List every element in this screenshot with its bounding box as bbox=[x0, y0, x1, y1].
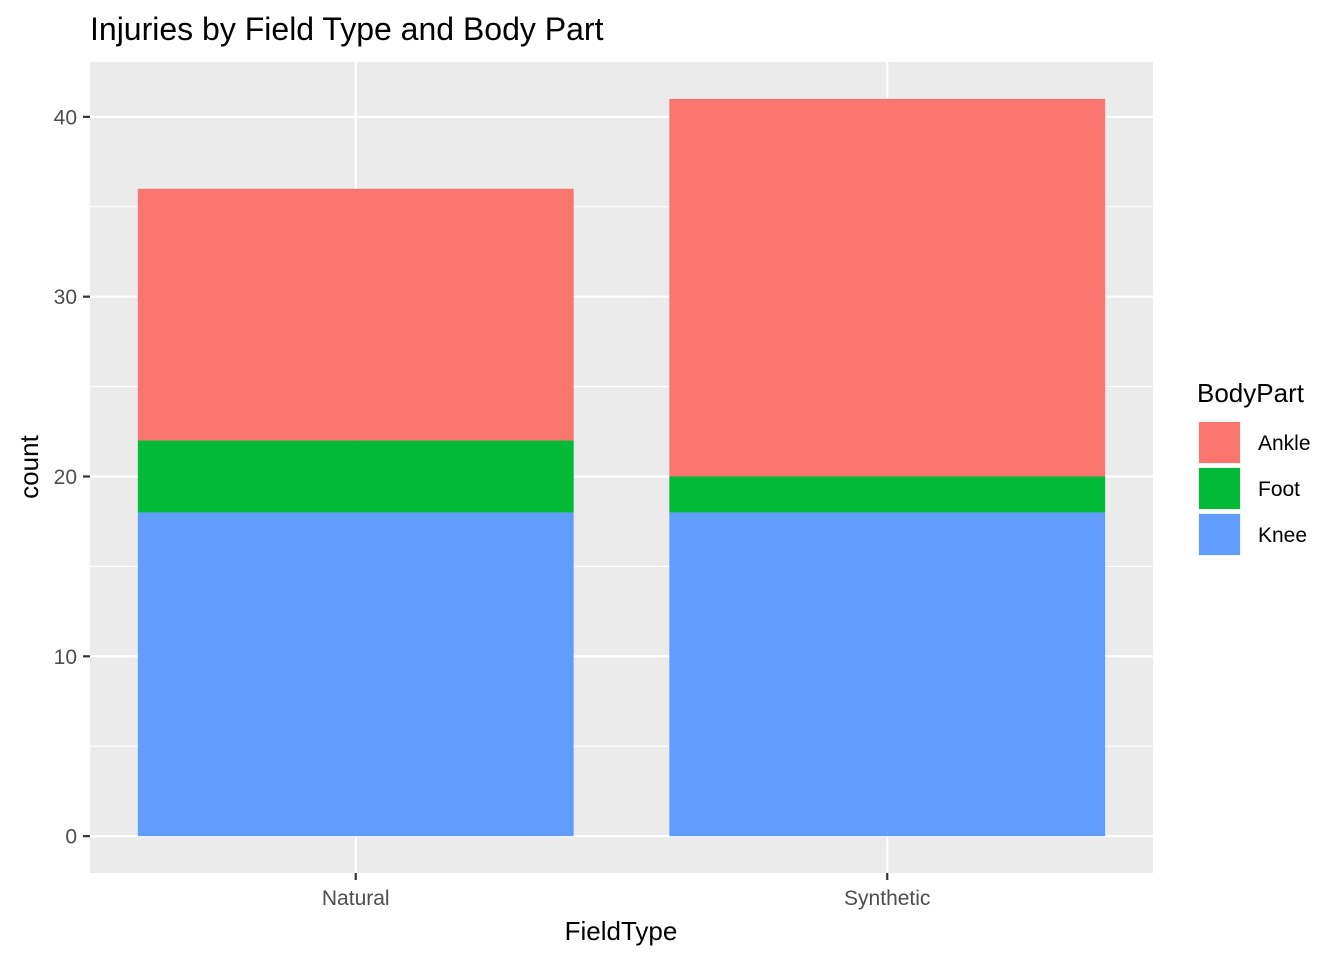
bar-segment-knee-natural bbox=[137, 512, 574, 837]
legend-label-ankle: Ankle bbox=[1258, 432, 1311, 455]
y-axis-title: count bbox=[14, 434, 44, 498]
x-axis-title: FieldType bbox=[565, 916, 678, 946]
bar-segment-knee-synthetic bbox=[669, 512, 1106, 837]
legend-key-ankle bbox=[1199, 422, 1240, 463]
y-tick-label: 30 bbox=[54, 286, 77, 309]
y-tick-label: 40 bbox=[54, 106, 77, 129]
legend-label-foot: Foot bbox=[1258, 478, 1300, 501]
legend: BodyPart Ankle Foot Knee bbox=[1197, 378, 1311, 556]
y-tick-label: 10 bbox=[54, 646, 77, 669]
bar-segment-foot-natural bbox=[137, 440, 574, 513]
legend-title: BodyPart bbox=[1197, 378, 1305, 408]
bar-segment-ankle-synthetic bbox=[669, 98, 1106, 477]
legend-key-foot bbox=[1199, 468, 1240, 509]
x-tick-label-synthetic: Synthetic bbox=[844, 887, 930, 910]
axes: 0 10 20 30 40 Natural Synthetic bbox=[54, 106, 931, 910]
bar-segment-foot-synthetic bbox=[669, 476, 1106, 513]
x-tick-label-natural: Natural bbox=[322, 887, 390, 910]
bar-segment-ankle-natural bbox=[137, 188, 574, 441]
y-tick-label: 20 bbox=[54, 466, 77, 489]
legend-key-knee bbox=[1199, 514, 1240, 555]
y-tick-label: 0 bbox=[65, 826, 77, 849]
legend-label-knee: Knee bbox=[1258, 524, 1307, 547]
bar-stacks bbox=[137, 98, 1106, 837]
chart-title: Injuries by Field Type and Body Part bbox=[90, 11, 604, 47]
